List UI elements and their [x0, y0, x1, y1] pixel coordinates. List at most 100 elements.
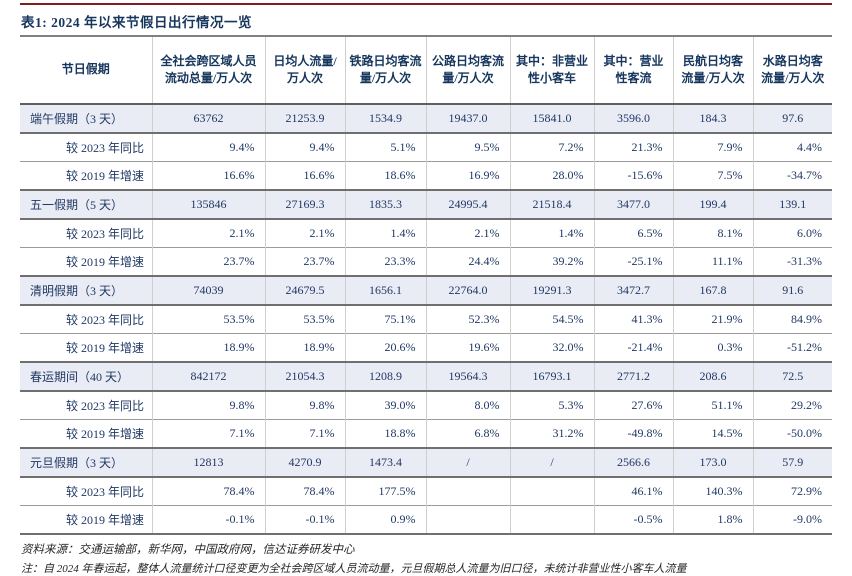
- cell-value: 2.1%: [151, 218, 265, 248]
- cell-value: 31.2%: [509, 419, 594, 448]
- cell-value: /: [509, 447, 594, 477]
- cell-value: 15841.0: [509, 103, 594, 133]
- cell-value: 16.6%: [151, 161, 265, 190]
- cell-value: 23.3%: [344, 247, 426, 276]
- column-header: 日均人流量/万人次: [264, 36, 345, 105]
- column-header: 铁路日均客流量/万人次: [344, 36, 426, 105]
- cell-value: [425, 505, 510, 534]
- cell-value: /: [425, 447, 510, 477]
- column-header: 其中：非营业性小客车: [509, 36, 594, 105]
- cell-value: 22764.0: [425, 275, 510, 305]
- table-row: 较 2023 年同比 2.1% 2.1% 1.4% 2.1% 1.4% 6.5% 8.1% 6.…: [20, 218, 832, 248]
- cell-value: 9.5%: [425, 132, 510, 162]
- cell-value: 84.9%: [752, 304, 832, 334]
- cell-value: 18.8%: [344, 419, 426, 448]
- cell-value: 24.4%: [425, 247, 510, 276]
- cell-value: 7.1%: [151, 419, 265, 448]
- cell-value: 16.6%: [264, 161, 345, 190]
- cell-value: [509, 505, 594, 534]
- row-label: 清明假期（3 天）: [20, 275, 152, 305]
- cell-value: 41.3%: [593, 304, 673, 334]
- table-row: 较 2019 年增速 18.9% 18.9% 20.6% 19.6% 32.0% -21.4…: [20, 333, 832, 362]
- cell-value: -0.1%: [264, 505, 345, 534]
- row-label: 较 2019 年增速: [20, 419, 152, 448]
- cell-value: 842172: [151, 361, 265, 391]
- cell-value: 4270.9: [264, 447, 345, 477]
- cell-value: 2.1%: [264, 218, 345, 248]
- note-text: 注：自 2024 年春运起，整体人流量统计口径变更为全社会跨区域人员流动量，元旦…: [21, 563, 687, 575]
- report-table-figure: 表1: 2024 年以来节假日出行情况一览 节日假期 全社会跨区域人员流动总量/万…: [0, 3, 852, 576]
- column-header: 节日假期: [20, 36, 152, 105]
- cell-value: 78.4%: [151, 476, 265, 506]
- table-row: 较 2019 年增速 -0.1% -0.1% 0.9% -0.5% 1.8% -9.0%: [20, 505, 832, 534]
- cell-value: 63762: [151, 103, 265, 133]
- cell-value: 51.1%: [672, 390, 753, 420]
- cell-value: 91.6: [752, 275, 832, 305]
- cell-value: 16793.1: [509, 361, 594, 391]
- cell-value: 21.9%: [672, 304, 753, 334]
- cell-value: 9.8%: [151, 390, 265, 420]
- cell-value: 19.6%: [425, 333, 510, 362]
- cell-value: 7.9%: [672, 132, 753, 162]
- cell-value: 74039: [151, 275, 265, 305]
- cell-value: 53.5%: [151, 304, 265, 334]
- cell-value: 9.4%: [264, 132, 345, 162]
- cell-value: 1.4%: [509, 218, 594, 248]
- cell-value: 27.6%: [593, 390, 673, 420]
- row-label: 春运期间（40 天）: [20, 361, 152, 391]
- cell-value: 32.0%: [509, 333, 594, 362]
- column-header: 其中：营业性客流: [593, 36, 673, 105]
- cell-value: 21.3%: [593, 132, 673, 162]
- cell-value: 2566.6: [593, 447, 673, 477]
- cell-value: 7.1%: [264, 419, 345, 448]
- cell-value: 8.1%: [672, 218, 753, 248]
- table-title: 表1: 2024 年以来节假日出行情况一览: [21, 15, 252, 30]
- row-label: 较 2023 年同比: [20, 132, 152, 162]
- cell-value: -25.1%: [593, 247, 673, 276]
- row-label: 较 2019 年增速: [20, 505, 152, 534]
- cell-value: 19291.3: [509, 275, 594, 305]
- cell-value: 52.3%: [425, 304, 510, 334]
- cell-value: 8.0%: [425, 390, 510, 420]
- cell-value: 1534.9: [344, 103, 426, 133]
- cell-value: 1473.4: [344, 447, 426, 477]
- cell-value: 54.5%: [509, 304, 594, 334]
- cell-value: 57.9: [752, 447, 832, 477]
- cell-value: -51.2%: [752, 333, 832, 362]
- cell-value: 16.9%: [425, 161, 510, 190]
- table-row: 较 2023 年同比 53.5% 53.5% 75.1% 52.3% 54.5% 41.3%…: [20, 304, 832, 334]
- cell-value: 19564.3: [425, 361, 510, 391]
- table-row: 较 2023 年同比 9.4% 9.4% 5.1% 9.5% 7.2% 21.3% 7.9% 4…: [20, 132, 832, 162]
- cell-value: -50.0%: [752, 419, 832, 448]
- cell-value: [509, 476, 594, 506]
- cell-value: 1835.3: [344, 189, 426, 219]
- table-row: 春运期间（40 天） 842172 21054.3 1208.9 19564.3 1679…: [20, 361, 832, 391]
- row-label: 较 2023 年同比: [20, 218, 152, 248]
- cell-value: 23.7%: [264, 247, 345, 276]
- cell-value: 7.2%: [509, 132, 594, 162]
- cell-value: 78.4%: [264, 476, 345, 506]
- cell-value: 1208.9: [344, 361, 426, 391]
- cell-value: 1.4%: [344, 218, 426, 248]
- cell-value: 4.4%: [752, 132, 832, 162]
- cell-value: 167.8: [672, 275, 753, 305]
- row-label: 较 2019 年增速: [20, 161, 152, 190]
- holiday-travel-table: 节日假期 全社会跨区域人员流动总量/万人次 日均人流量/万人次 铁路日均客流量/万人次…: [20, 35, 832, 535]
- cell-value: 6.5%: [593, 218, 673, 248]
- cell-value: 72.5: [752, 361, 832, 391]
- cell-value: 6.0%: [752, 218, 832, 248]
- cell-value: 18.6%: [344, 161, 426, 190]
- cell-value: 75.1%: [344, 304, 426, 334]
- row-label: 元旦假期（3 天）: [20, 447, 152, 477]
- row-label: 较 2023 年同比: [20, 476, 152, 506]
- cell-value: 184.3: [672, 103, 753, 133]
- row-label: 端午假期（3 天）: [20, 103, 152, 133]
- table-row: 较 2023 年同比 78.4% 78.4% 177.5% 46.1% 140.3% 72.…: [20, 476, 832, 506]
- cell-value: 5.3%: [509, 390, 594, 420]
- cell-value: 135846: [151, 189, 265, 219]
- cell-value: 3477.0: [593, 189, 673, 219]
- table-row: 元旦假期（3 天） 12813 4270.9 1473.4//2566.6 173.0 5…: [20, 447, 832, 477]
- cell-value: 1656.1: [344, 275, 426, 305]
- cell-value: 140.3%: [672, 476, 753, 506]
- cell-value: 208.6: [672, 361, 753, 391]
